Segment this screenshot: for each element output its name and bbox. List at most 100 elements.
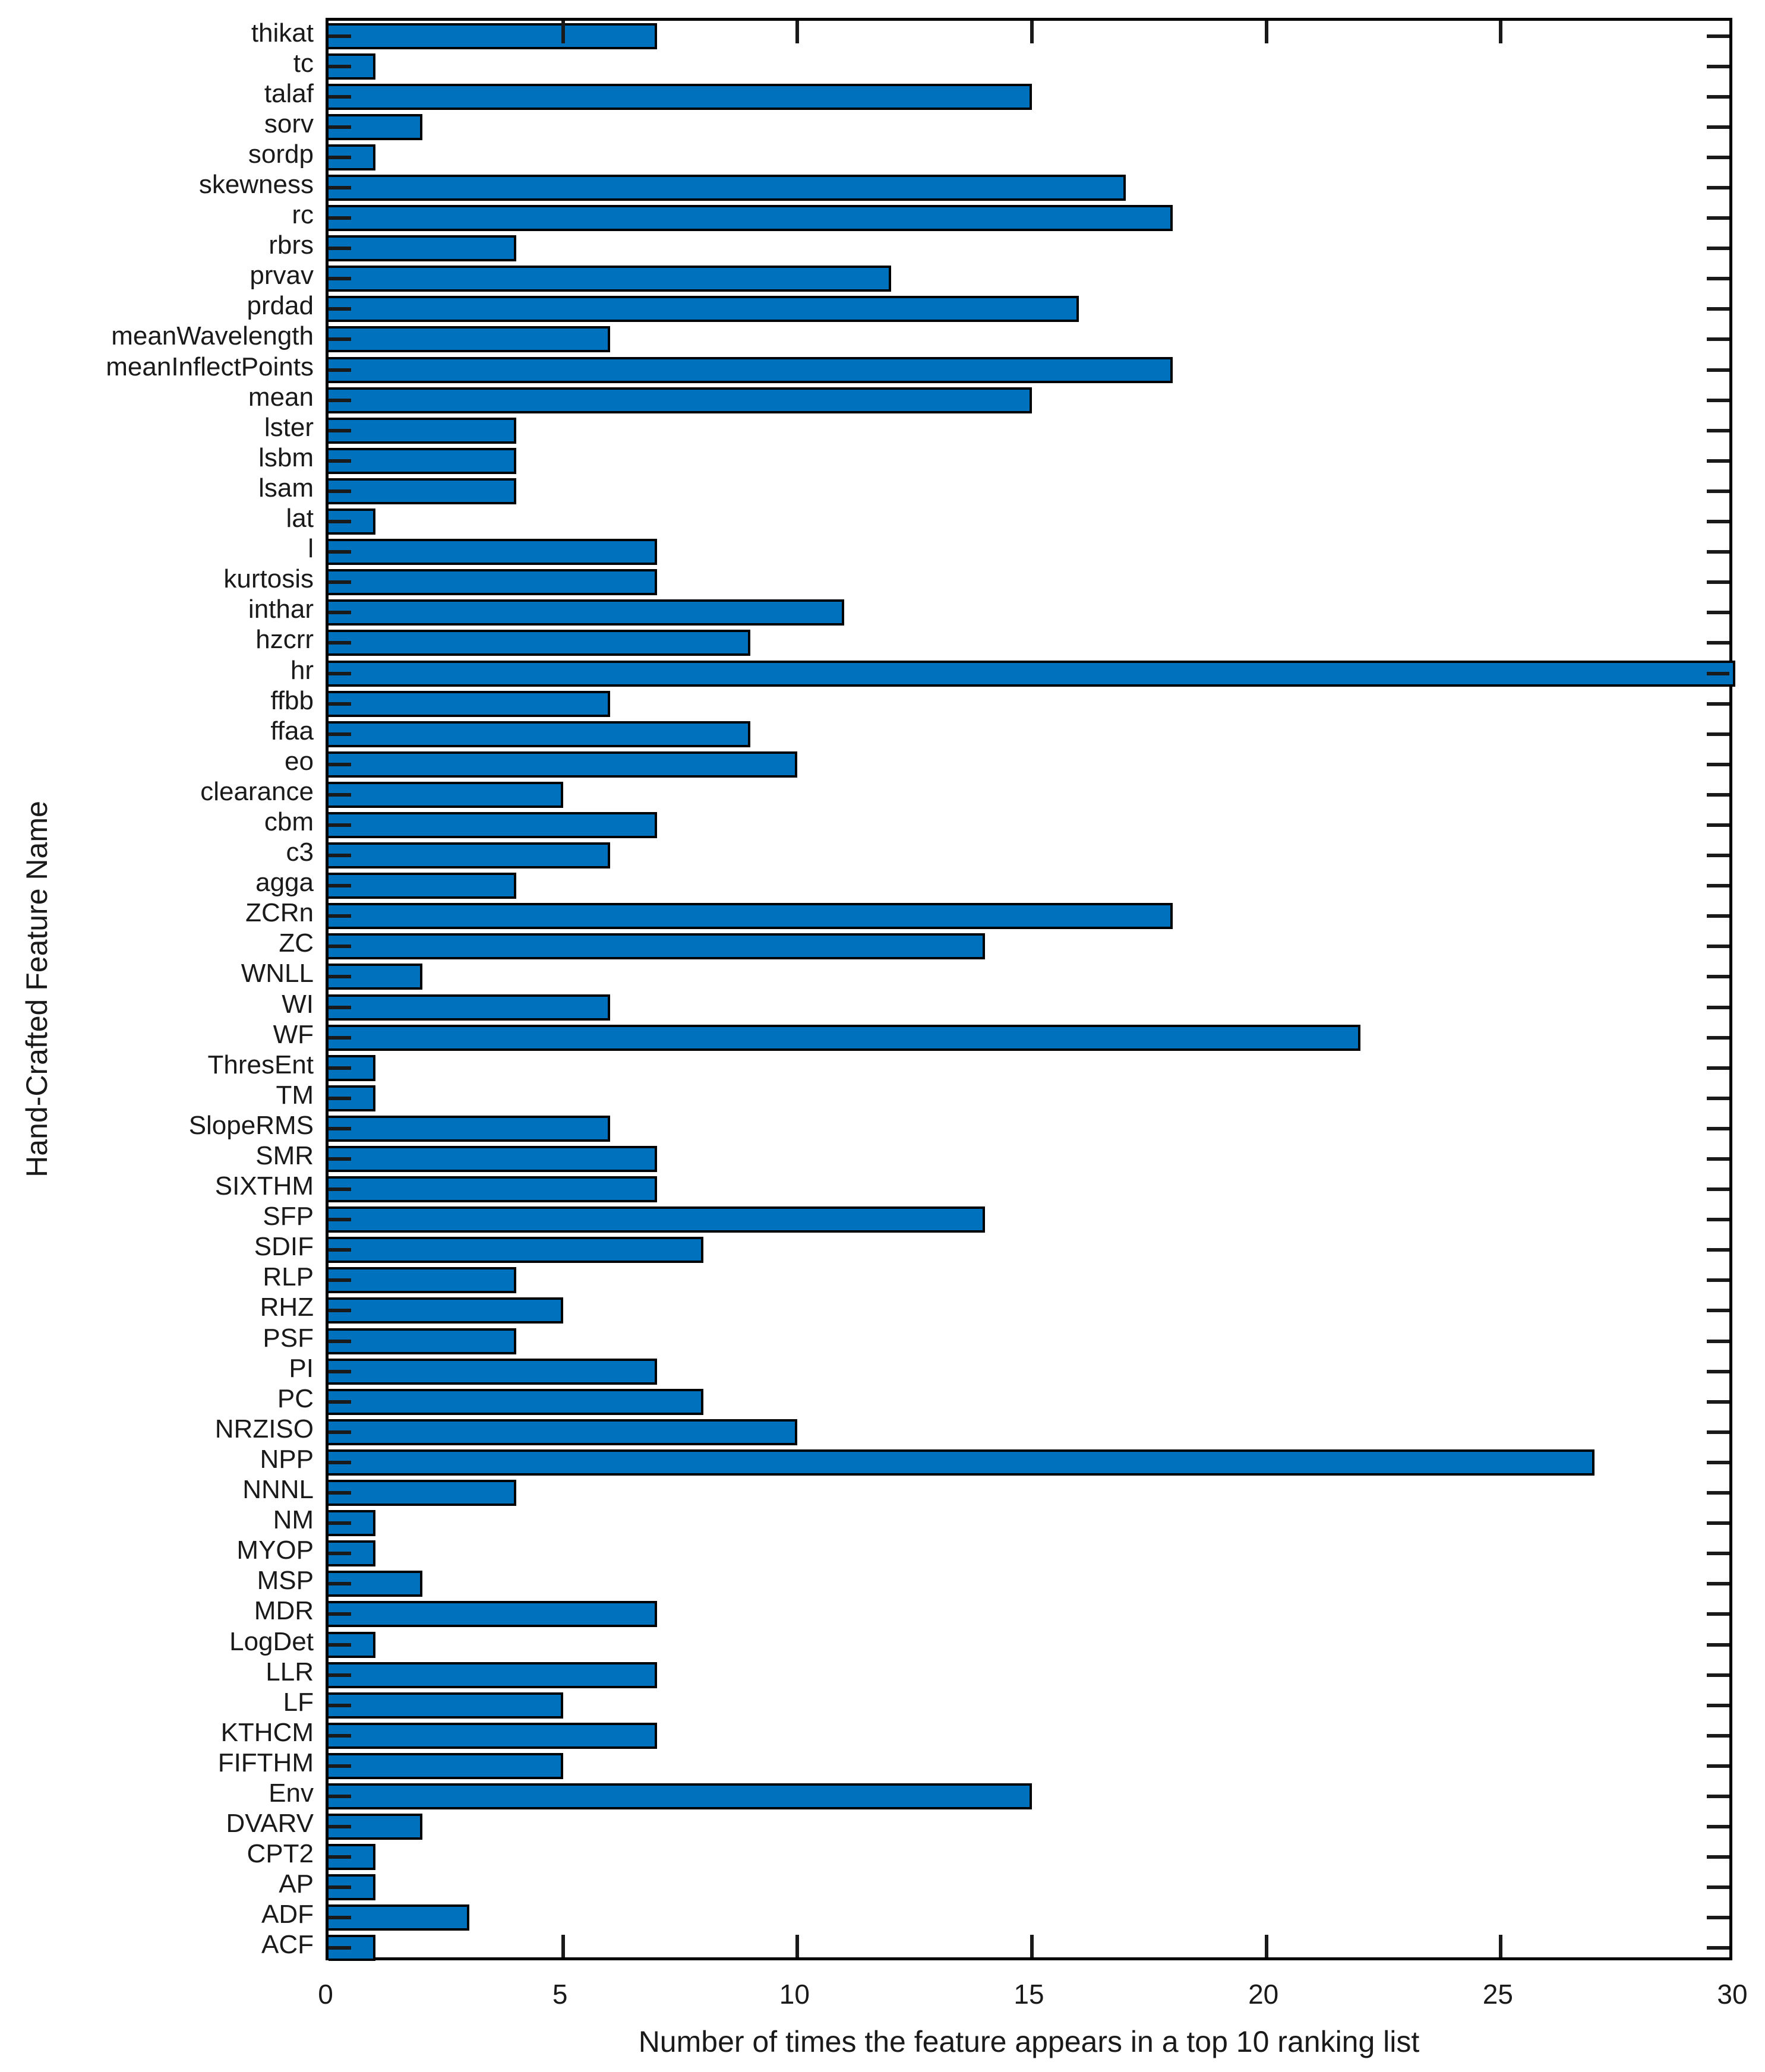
y-tick-label-lsam: lsam: [258, 473, 314, 503]
y-tick-label-ThresEnt: ThresEnt: [207, 1050, 314, 1079]
y-tick-mark-left: [329, 1278, 351, 1283]
y-tick-mark-right: [1707, 641, 1729, 645]
y-tick-label-FIFTHM: FIFTHM: [217, 1748, 314, 1777]
bar-MDR: [329, 1601, 657, 1628]
bar-PC: [329, 1388, 703, 1415]
y-tick-mark-left: [329, 1096, 351, 1100]
y-tick-mark-left: [329, 762, 351, 766]
y-tick-label-WI: WI: [282, 989, 314, 1019]
y-tick-label-meanWavelength: meanWavelength: [111, 321, 314, 351]
bar-ADF: [329, 1904, 469, 1931]
y-tick-mark-left: [329, 1339, 351, 1343]
y-tick-mark-left: [329, 186, 351, 190]
y-tick-mark-left: [329, 1885, 351, 1890]
y-tick-mark-left: [329, 1733, 351, 1738]
y-tick-mark-right: [1707, 368, 1729, 372]
y-tick-label-NRZISO: NRZISO: [214, 1414, 314, 1444]
y-tick-mark-right: [1707, 1430, 1729, 1434]
y-tick-mark-left: [329, 1521, 351, 1525]
bar-thikat: [329, 23, 657, 49]
bar-kurtosis: [329, 569, 657, 596]
y-tick-mark-right: [1707, 1764, 1729, 1768]
y-tick-label-SIXTHM: SIXTHM: [214, 1171, 314, 1201]
y-tick-label-ADF: ADF: [261, 1900, 314, 1929]
y-tick-label-lster: lster: [264, 412, 314, 442]
y-tick-label-LF: LF: [283, 1687, 314, 1717]
y-tick-mark-right: [1707, 1096, 1729, 1100]
y-tick-mark-left: [329, 1764, 351, 1768]
y-tick-mark-right: [1707, 1794, 1729, 1798]
y-tick-label-TM: TM: [276, 1080, 314, 1110]
y-tick-label-WNLL: WNLL: [241, 959, 314, 988]
y-tick-label-DVARV: DVARV: [226, 1809, 314, 1839]
y-tick-label-MYOP: MYOP: [236, 1536, 314, 1565]
y-tick-mark-right: [1707, 580, 1729, 585]
y-tick-mark-right: [1707, 1005, 1729, 1009]
y-tick-mark-right: [1707, 34, 1729, 38]
x-tick-mark-top: [1499, 21, 1503, 43]
y-tick-mark-right: [1707, 1369, 1729, 1373]
y-tick-mark-left: [329, 702, 351, 706]
y-tick-label-KTHCM: KTHCM: [220, 1717, 314, 1747]
y-tick-label-Env: Env: [269, 1778, 314, 1808]
y-tick-mark-right: [1707, 792, 1729, 797]
bar-SFP: [329, 1206, 985, 1233]
y-tick-mark-right: [1707, 1582, 1729, 1586]
y-tick-label-lsbm: lsbm: [258, 443, 314, 472]
x-tick-label-5: 5: [552, 1979, 568, 2010]
bar-prvav: [329, 266, 891, 292]
x-tick-label-10: 10: [779, 1979, 810, 2010]
y-tick-label-NM: NM: [273, 1505, 314, 1535]
y-tick-label-prdad: prdad: [247, 291, 314, 321]
bar-NNNL: [329, 1480, 516, 1506]
y-tick-mark-left: [329, 823, 351, 827]
y-tick-label-ffbb: ffbb: [270, 686, 314, 715]
x-tick-mark-top: [1030, 21, 1034, 43]
bar-cbm: [329, 811, 657, 838]
x-tick-mark-bottom: [1030, 1935, 1034, 1957]
x-tick-label-20: 20: [1248, 1979, 1279, 2010]
y-tick-mark-left: [329, 1916, 351, 1920]
y-tick-label-NNNL: NNNL: [242, 1475, 314, 1505]
y-tick-mark-right: [1707, 611, 1729, 615]
y-tick-mark-left: [329, 1066, 351, 1070]
y-tick-label-LLR: LLR: [266, 1657, 314, 1686]
bar-WI: [329, 994, 610, 1021]
bar-ZCRn: [329, 903, 1173, 930]
y-tick-label-LogDet: LogDet: [229, 1626, 314, 1656]
y-tick-mark-right: [1707, 702, 1729, 706]
y-tick-mark-right: [1707, 1521, 1729, 1525]
y-tick-label-RHZ: RHZ: [260, 1293, 314, 1322]
y-tick-mark-left: [329, 155, 351, 159]
y-tick-label-PI: PI: [289, 1353, 314, 1383]
bar-agga: [329, 873, 516, 899]
bar-RHZ: [329, 1297, 563, 1324]
bar-l: [329, 539, 657, 566]
y-tick-mark-left: [329, 884, 351, 888]
y-tick-mark-left: [329, 1187, 351, 1192]
y-tick-label-eo: eo: [285, 746, 314, 776]
y-tick-mark-right: [1707, 247, 1729, 251]
y-tick-mark-left: [329, 34, 351, 38]
bar-SMR: [329, 1146, 657, 1173]
y-tick-label-SDIF: SDIF: [254, 1232, 314, 1262]
bar-NPP: [329, 1449, 1595, 1476]
y-tick-mark-left: [329, 1855, 351, 1859]
y-tick-mark-left: [329, 1673, 351, 1677]
bar-hzcrr: [329, 630, 750, 656]
bar-mean: [329, 387, 1032, 413]
bar-WF: [329, 1024, 1360, 1051]
y-tick-label-meanInflectPoints: meanInflectPoints: [106, 352, 314, 381]
y-tick-mark-left: [329, 1157, 351, 1161]
y-tick-label-cbm: cbm: [264, 807, 314, 836]
y-tick-mark-right: [1707, 1825, 1729, 1829]
y-tick-mark-left: [329, 792, 351, 797]
x-tick-label-30: 30: [1717, 1979, 1748, 2010]
y-tick-mark-right: [1707, 550, 1729, 554]
bar-LLR: [329, 1662, 657, 1688]
y-tick-mark-left: [329, 1552, 351, 1556]
y-tick-mark-right: [1707, 1612, 1729, 1616]
y-tick-mark-right: [1707, 1885, 1729, 1890]
y-tick-mark-right: [1707, 854, 1729, 858]
y-tick-mark-right: [1707, 459, 1729, 463]
